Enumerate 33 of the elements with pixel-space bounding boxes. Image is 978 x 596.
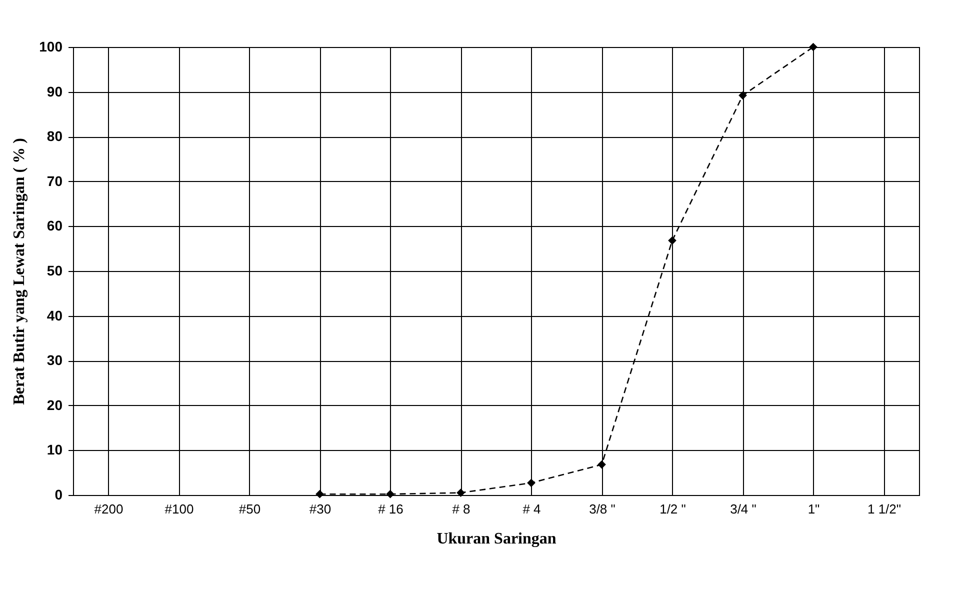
x-tick-label: # 16	[378, 502, 404, 516]
x-tick-label: # 8	[452, 502, 470, 516]
y-tick-label: 60	[46, 218, 63, 234]
y-tick-label: 90	[46, 83, 63, 100]
x-tick-label: #200	[94, 502, 124, 516]
x-tick-label: 3/8 "	[589, 502, 616, 516]
y-tick-label: 70	[46, 172, 63, 189]
x-tick-label: # 4	[522, 502, 541, 516]
x-tick-label: #100	[164, 502, 194, 516]
y-tick-label: 30	[46, 352, 63, 368]
y-tick-label: 80	[46, 128, 63, 144]
y-tick-label: 50	[46, 262, 63, 278]
x-tick-label: 1/2 "	[660, 502, 686, 516]
x-tick-label: 1"	[808, 502, 820, 516]
y-tick-label: 20	[46, 396, 63, 413]
point	[668, 236, 676, 245]
point	[316, 490, 324, 498]
x-tick-label: #50	[238, 502, 261, 516]
point	[527, 478, 536, 488]
x-tick-label: 1 1/2"	[867, 502, 902, 516]
y-axis-title: Berat Butir yang Lewat Saringan ( % )	[11, 138, 28, 405]
point	[738, 91, 747, 100]
point	[809, 42, 818, 52]
point	[598, 460, 606, 469]
point	[456, 488, 465, 497]
x-axis-title: Ukuran Saringan	[436, 530, 556, 548]
y-tick-label: 10	[46, 442, 63, 458]
x-tick-label: #30	[309, 502, 332, 516]
y-tick-label: 100	[39, 38, 63, 54]
y-tick-label: 40	[46, 307, 63, 324]
y-tick-label: 0	[54, 486, 63, 502]
x-tick-label: 3/4 "	[730, 502, 757, 516]
point	[386, 490, 394, 498]
